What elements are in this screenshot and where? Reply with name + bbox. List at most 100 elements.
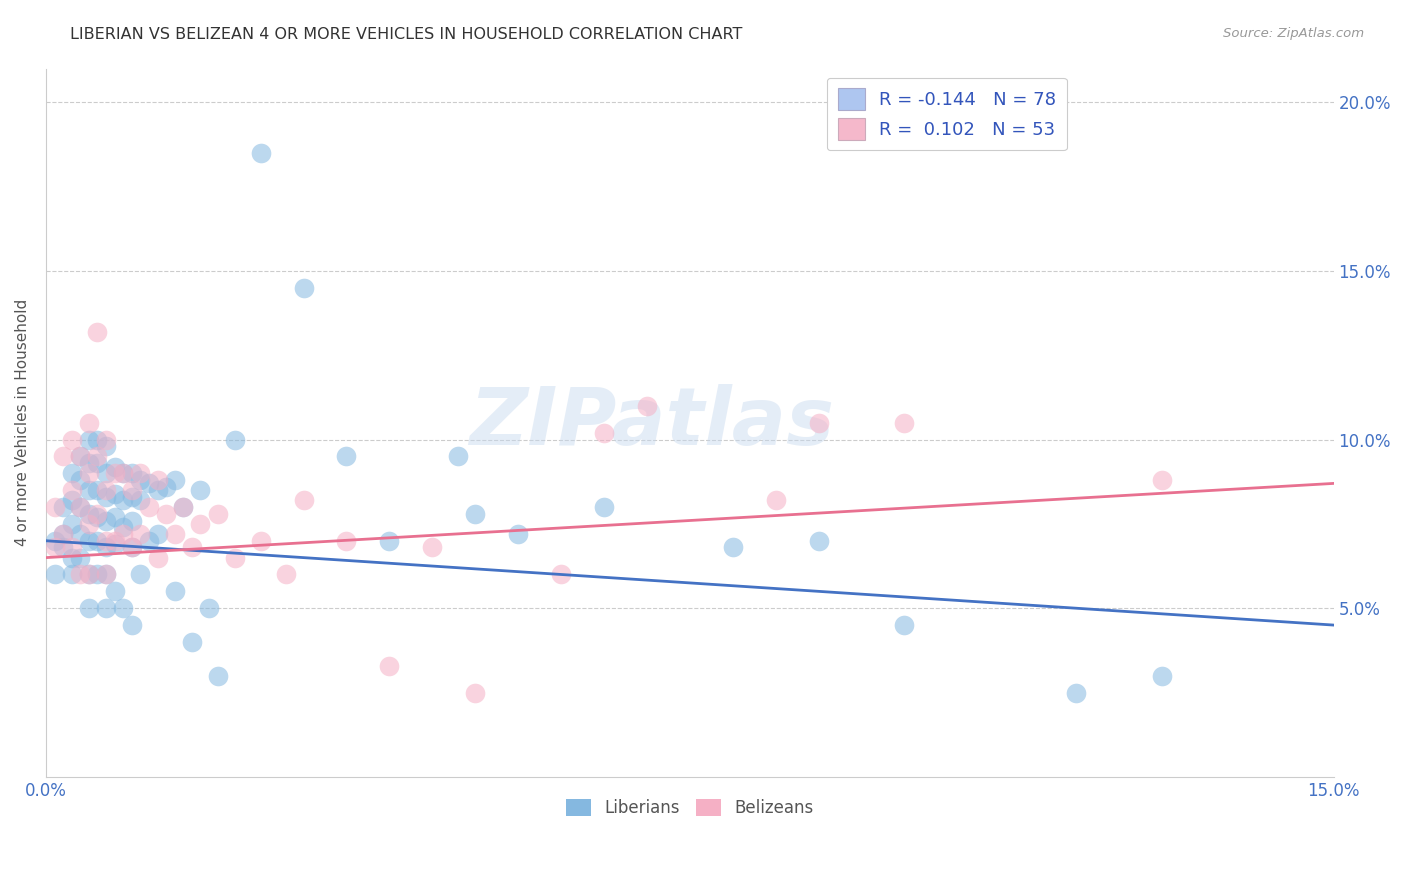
Point [378, 533, 401, 548]
Point [44, 567, 66, 582]
Point [1064, 685, 1087, 699]
Point [69, 450, 91, 464]
Point [77, 601, 100, 615]
Point [77, 467, 100, 481]
Point [807, 416, 830, 430]
Point [104, 486, 127, 500]
Point [86, 433, 108, 447]
Point [464, 685, 486, 699]
Point [60, 541, 83, 555]
Point [636, 399, 658, 413]
Point [69, 473, 91, 487]
Point [198, 601, 221, 615]
Point [721, 541, 744, 555]
Point [94, 467, 117, 481]
Point [77, 456, 100, 470]
Point [77, 516, 100, 531]
Point [52, 541, 75, 555]
Point [86, 567, 108, 582]
Point [94, 567, 117, 582]
Point [121, 618, 143, 632]
Point [86, 450, 108, 464]
Point [86, 510, 108, 524]
Point [464, 507, 486, 521]
Point [60, 483, 83, 498]
Point [335, 533, 357, 548]
Point [138, 533, 160, 548]
Point [121, 541, 143, 555]
Point [129, 567, 152, 582]
Point [94, 439, 117, 453]
Point [104, 537, 127, 551]
Point [121, 467, 143, 481]
Point [60, 516, 83, 531]
Point [765, 493, 787, 508]
Point [77, 567, 100, 582]
Point [1150, 668, 1173, 682]
Point [807, 533, 830, 548]
Point [69, 500, 91, 514]
Point [52, 527, 75, 541]
Point [69, 550, 91, 565]
Point [77, 533, 100, 548]
Point [155, 507, 177, 521]
Point [276, 567, 298, 582]
Point [112, 467, 135, 481]
Point [420, 541, 443, 555]
Point [104, 533, 127, 548]
Point [292, 493, 315, 508]
Point [893, 618, 915, 632]
Point [138, 500, 160, 514]
Point [138, 476, 160, 491]
Point [52, 450, 75, 464]
Text: ZIPatlas: ZIPatlas [468, 384, 834, 462]
Point [378, 658, 401, 673]
Point [86, 507, 108, 521]
Point [86, 533, 108, 548]
Point [104, 510, 127, 524]
Point [77, 507, 100, 521]
Point [121, 541, 143, 555]
Point [163, 584, 186, 599]
Point [60, 467, 83, 481]
Point [129, 527, 152, 541]
Point [146, 527, 169, 541]
Point [447, 450, 470, 464]
Point [1150, 473, 1173, 487]
Point [77, 433, 100, 447]
Text: LIBERIAN VS BELIZEAN 4 OR MORE VEHICLES IN HOUSEHOLD CORRELATION CHART: LIBERIAN VS BELIZEAN 4 OR MORE VEHICLES … [70, 27, 742, 42]
Point [44, 500, 66, 514]
Point [86, 325, 108, 339]
Point [104, 467, 127, 481]
Point [69, 567, 91, 582]
Point [112, 601, 135, 615]
Point [224, 550, 246, 565]
Point [190, 483, 212, 498]
Point [121, 490, 143, 504]
Point [112, 493, 135, 508]
Point [104, 584, 127, 599]
Point [146, 473, 169, 487]
Point [52, 500, 75, 514]
Point [94, 541, 117, 555]
Point [172, 500, 194, 514]
Point [207, 507, 229, 521]
Point [163, 527, 186, 541]
Point [163, 473, 186, 487]
Point [77, 483, 100, 498]
Point [77, 567, 100, 582]
Point [69, 527, 91, 541]
Point [180, 635, 202, 649]
Point [94, 514, 117, 528]
Point [94, 533, 117, 548]
Point [207, 668, 229, 682]
Point [129, 467, 152, 481]
Point [60, 567, 83, 582]
Point [155, 480, 177, 494]
Point [104, 459, 127, 474]
Point [172, 500, 194, 514]
Point [121, 514, 143, 528]
Point [44, 541, 66, 555]
Point [335, 450, 357, 464]
Point [77, 416, 100, 430]
